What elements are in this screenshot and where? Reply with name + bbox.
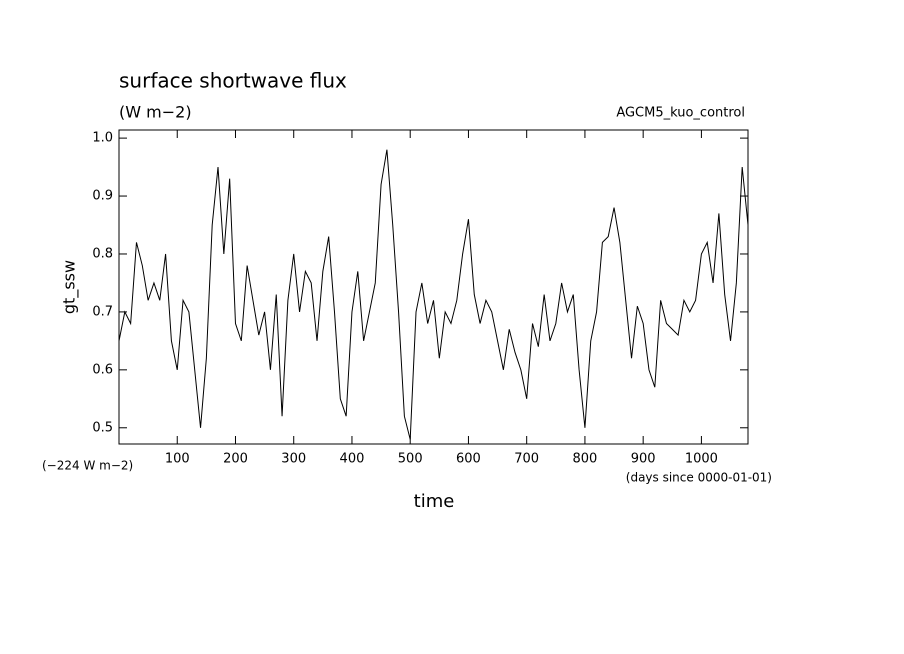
y-tick-label: 0.9 [92,189,113,204]
plot-frame [118,129,749,445]
annotation: AGCM5_kuo_control [616,106,745,121]
x-tick-label: 600 [456,452,481,467]
x-axis-label: time [414,491,455,512]
x-tick-label: 300 [281,452,306,467]
y-tick-label: 0.7 [92,304,113,319]
y-tick-label: 1.0 [92,131,113,146]
x-tick-label: 100 [165,452,190,467]
x-tick-label: 800 [573,452,598,467]
x-tick-label: 1000 [685,452,718,467]
units-note: (days since 0000-01-01) [626,471,772,485]
x-tick-label: 400 [340,452,365,467]
x-tick-label: 900 [631,452,656,467]
x-tick-label: 200 [223,452,248,467]
y-tick-label: 0.5 [92,420,113,435]
y-tick-label: 0.8 [92,246,113,261]
data-line [118,149,749,440]
x-tick-label: 700 [514,452,539,467]
chart-subtitle: (W m−2) [119,103,192,122]
offset-note: (−224 W m−2) [42,459,133,473]
x-tick-label: 500 [398,452,423,467]
y-axis-label: gt_ssw [60,260,80,314]
chart-title: surface shortwave flux [119,69,347,93]
y-tick-label: 0.6 [92,362,113,377]
